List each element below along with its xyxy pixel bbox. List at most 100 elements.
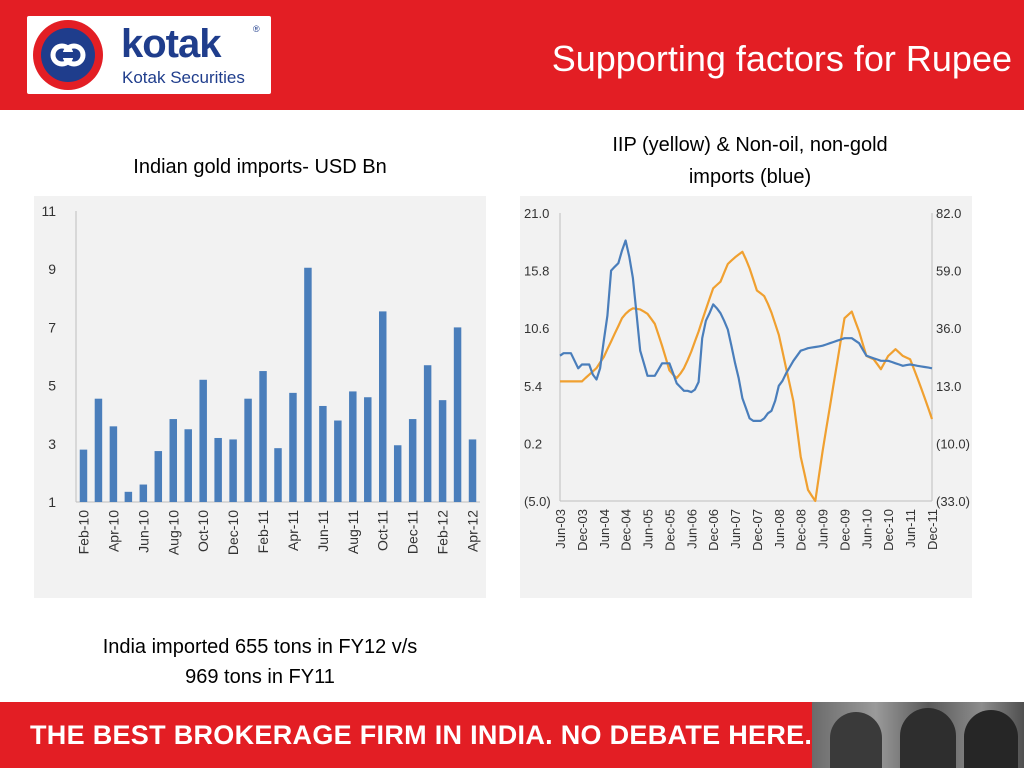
iip-imports-line-chart: 21.0 15.8 10.6 5.4 0.2 (5.0) 82.0 59.0 36.0 13.0 (… bbox=[524, 206, 970, 551]
bar bbox=[408, 419, 417, 502]
bar bbox=[438, 400, 447, 502]
x-tick-label: Dec-11 bbox=[925, 509, 940, 550]
bar bbox=[364, 397, 372, 502]
x-tick-label: Dec-08 bbox=[794, 509, 809, 551]
gold-imports-bar-chart: 1 3 5 7 9 11 Feb-10 Apr-10 Jun-10 Aug-10 Oct-10 Dec… bbox=[41, 203, 481, 555]
bar bbox=[169, 419, 177, 502]
y-tick-label: 5 bbox=[48, 378, 56, 394]
right-y-tick-label: 82.0 bbox=[936, 206, 961, 221]
brand-name: kotak bbox=[121, 22, 221, 66]
non-oil-non-gold-imports-line bbox=[559, 239, 933, 422]
x-tick-label: Apr-10 bbox=[105, 510, 121, 552]
kotak-emblem-icon bbox=[33, 20, 103, 90]
right-y-tick-label: 13.0 bbox=[936, 379, 961, 394]
bar bbox=[319, 405, 327, 502]
registered-mark: ® bbox=[253, 24, 260, 34]
person-silhouette bbox=[964, 710, 1018, 768]
x-tick-label: Jun-11 bbox=[315, 510, 331, 552]
left-y-tick-label: 21.0 bbox=[524, 206, 549, 221]
fy-comparison-line2: 969 tons in FY11 bbox=[185, 666, 335, 688]
right-y-tick-label: (33.0) bbox=[936, 494, 970, 509]
iip-imports-chart: 21.0 15.8 10.6 5.4 0.2 (5.0) 82.0 59.0 36.0 13.0 (… bbox=[520, 196, 972, 598]
x-tick-label: Jun-06 bbox=[684, 509, 699, 549]
footer-slogan: THE BEST BROKERAGE FIRM IN INDIA. NO DEB… bbox=[30, 720, 813, 750]
iip-series-line bbox=[560, 250, 934, 503]
x-tick-label: Jun-10 bbox=[859, 509, 874, 549]
left-y-tick-label: (5.0) bbox=[524, 494, 551, 509]
x-tick-label: Feb-11 bbox=[255, 510, 271, 554]
x-tick-label: Dec-04 bbox=[619, 509, 634, 551]
x-tick-label: Dec-03 bbox=[575, 509, 590, 551]
bar bbox=[468, 439, 477, 502]
bar bbox=[109, 426, 118, 502]
bar bbox=[423, 365, 432, 502]
gold-imports-caption: Indian gold imports- USD Bn bbox=[133, 156, 387, 178]
bar bbox=[94, 398, 103, 502]
bar bbox=[139, 484, 148, 502]
x-tick-label: Dec-10 bbox=[881, 509, 896, 551]
x-tick-label: Jun-09 bbox=[816, 509, 831, 549]
brand-ambassadors-photo bbox=[812, 702, 1024, 768]
x-tick-label: Aug-10 bbox=[165, 510, 181, 555]
page-title: Supporting factors for Rupee bbox=[551, 38, 1012, 79]
bar bbox=[199, 379, 207, 502]
x-tick-label: Dec-09 bbox=[837, 509, 852, 551]
x-tick-label: Jun-10 bbox=[135, 510, 151, 553]
y-tick-label: 9 bbox=[48, 261, 56, 277]
iip-caption-line2: imports (blue) bbox=[688, 166, 812, 188]
y-tick-label: 3 bbox=[48, 436, 56, 452]
bar bbox=[334, 420, 342, 502]
header-bar: kotak ® Kotak Securities Supporting fact… bbox=[0, 0, 1024, 110]
right-y-tick-label: (10.0) bbox=[936, 436, 970, 451]
x-tick-label: Feb-10 bbox=[75, 510, 91, 555]
bar bbox=[244, 398, 252, 502]
x-tick-label: Dec-11 bbox=[405, 510, 421, 554]
x-tick-label: Apr-12 bbox=[465, 510, 481, 552]
y-tick-label: 11 bbox=[41, 203, 56, 219]
x-tick-label: Jun-05 bbox=[641, 509, 656, 549]
bar bbox=[304, 267, 312, 502]
bar bbox=[214, 437, 222, 502]
fy-comparison-line1: India imported 655 tons in FY12 v/s bbox=[102, 636, 418, 658]
x-tick-label: Dec-10 bbox=[225, 510, 241, 555]
left-y-tick-label: 15.8 bbox=[524, 264, 549, 279]
y-tick-label: 1 bbox=[48, 494, 56, 510]
x-tick-label: Jun-04 bbox=[597, 509, 612, 549]
brand-subtitle: Kotak Securities bbox=[122, 68, 245, 87]
left-y-tick-label: 0.2 bbox=[524, 436, 542, 451]
bar bbox=[379, 311, 387, 502]
x-tick-label: Jun-03 bbox=[553, 509, 568, 549]
bar bbox=[349, 391, 357, 502]
bar bbox=[259, 371, 267, 502]
left-y-tick-label: 10.6 bbox=[524, 321, 549, 336]
bar bbox=[289, 392, 297, 502]
bar bbox=[124, 491, 133, 502]
iip-caption-line1: IIP (yellow) & Non-oil, non-gold bbox=[612, 134, 888, 156]
x-tick-label: Dec-05 bbox=[662, 509, 677, 551]
bar bbox=[184, 429, 192, 502]
x-tick-label: Aug-11 bbox=[345, 510, 361, 554]
bar bbox=[79, 449, 88, 502]
bar bbox=[274, 448, 282, 502]
right-y-tick-label: 59.0 bbox=[936, 264, 961, 279]
x-tick-label: Feb-12 bbox=[435, 510, 451, 555]
person-silhouette bbox=[830, 712, 882, 768]
bar bbox=[154, 451, 163, 502]
bar bbox=[229, 439, 237, 502]
x-tick-label: Dec-07 bbox=[750, 509, 765, 551]
x-tick-label: Oct-10 bbox=[195, 510, 211, 552]
gold-imports-chart: 1 3 5 7 9 11 Feb-10 Apr-10 Jun-10 Aug-10 Oct-10 Dec… bbox=[34, 196, 486, 598]
person-silhouette bbox=[900, 708, 956, 768]
x-tick-label: Oct-11 bbox=[375, 510, 391, 551]
x-tick-label: Jun-07 bbox=[728, 509, 743, 549]
kotak-logo[interactable]: kotak ® Kotak Securities bbox=[27, 16, 271, 94]
x-tick-label: Jun-08 bbox=[772, 509, 787, 549]
footer-banner: THE BEST BROKERAGE FIRM IN INDIA. NO DEB… bbox=[0, 702, 1024, 768]
x-tick-label: Jun-11 bbox=[903, 509, 918, 548]
x-tick-label: Dec-06 bbox=[706, 509, 721, 551]
left-y-tick-label: 5.4 bbox=[524, 379, 542, 394]
right-y-tick-label: 36.0 bbox=[936, 321, 961, 336]
x-tick-label: Apr-11 bbox=[285, 510, 301, 551]
y-tick-label: 7 bbox=[48, 319, 56, 335]
bar bbox=[393, 445, 402, 502]
